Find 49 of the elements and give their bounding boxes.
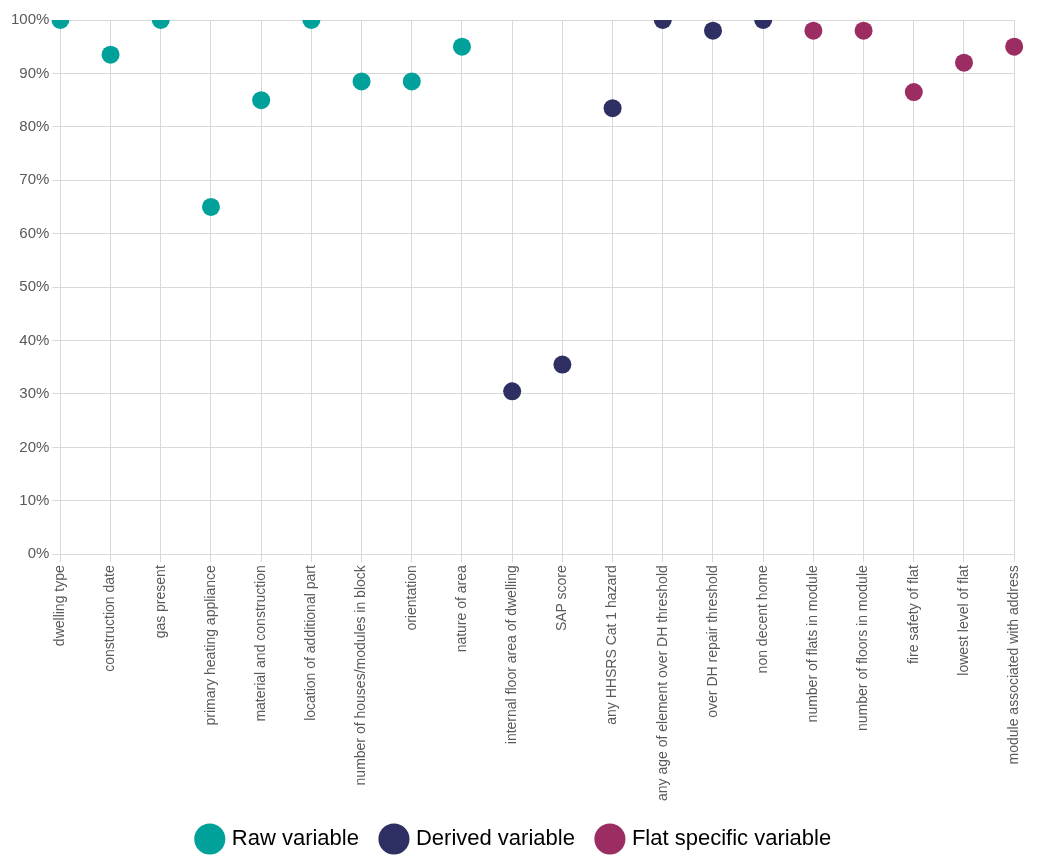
point <box>201 197 220 216</box>
x-tick-label: non decent home <box>754 565 771 674</box>
legend-label: Flat specific variable <box>631 825 832 851</box>
point <box>101 45 120 64</box>
y-tick-label: 30% <box>19 384 50 402</box>
x-tick-label: any age of element over DH threshold <box>653 565 670 802</box>
y-tick-label: 0% <box>27 544 50 562</box>
point <box>402 72 421 91</box>
x-tick-label: number of flats in module <box>804 565 821 723</box>
y-tick-label: 20% <box>19 437 50 455</box>
x-tick-label: material and construction <box>252 565 269 722</box>
x-tick-label: primary heating appliance <box>201 565 218 726</box>
legend-label: Derived variable <box>415 825 575 851</box>
point <box>703 21 722 40</box>
x-tick-label: internal floor area of dwelling <box>503 565 520 745</box>
x-tick-label: SAP score <box>553 564 570 632</box>
y-tick-label: 50% <box>19 277 50 295</box>
legend-label: Raw variable <box>231 825 359 851</box>
x-tick-label: number of floors in module <box>854 565 871 731</box>
x-tick-label: module associated with address <box>1005 565 1022 765</box>
x-tick-label: over DH repair threshold <box>703 565 720 718</box>
x-tick-label: orientation <box>402 565 419 631</box>
point <box>804 21 823 40</box>
y-tick-label: 90% <box>19 63 50 81</box>
y-tick-label: 40% <box>19 330 50 348</box>
point <box>1005 37 1024 56</box>
y-tick-label: 80% <box>19 116 50 134</box>
y-tick-label: 10% <box>19 490 50 508</box>
x-tick-label: dwelling type <box>51 564 68 647</box>
x-tick-label: number of houses/modules in block <box>352 564 369 786</box>
x-tick-label: location of additional part <box>302 565 319 721</box>
point <box>854 21 873 40</box>
point <box>503 382 522 401</box>
y-tick-label: 60% <box>19 223 50 241</box>
point <box>452 37 471 56</box>
x-tick-label: fire safety of flat <box>904 565 921 665</box>
y-tick-label: 70% <box>19 170 50 188</box>
x-tick-label: lowest level of flat <box>954 565 971 676</box>
x-tick-label: any HHSRS Cat 1 hazard <box>603 565 620 725</box>
point <box>252 91 271 110</box>
x-tick-label: nature of area <box>452 564 469 653</box>
y-tick-label: 100% <box>10 10 50 28</box>
point <box>955 53 973 72</box>
point <box>352 72 371 91</box>
x-tick-label: construction date <box>101 564 118 672</box>
x-tick-label: gas present <box>151 565 168 639</box>
point <box>904 83 923 102</box>
point <box>603 99 622 118</box>
point <box>553 355 572 374</box>
